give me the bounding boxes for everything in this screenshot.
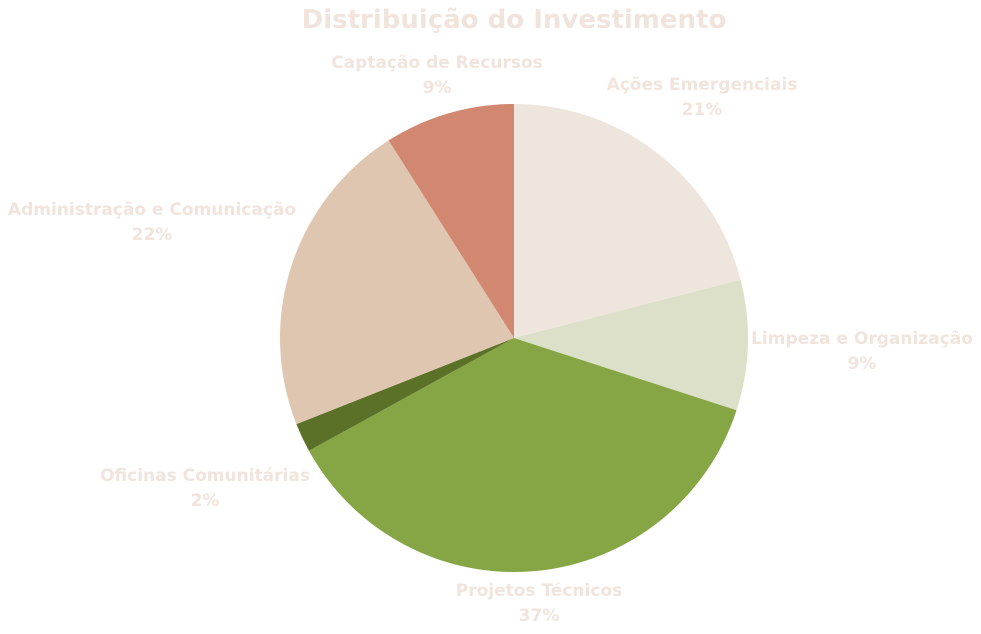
slice-label-administracao-e-comunicacao: Administração e Comunicação (8, 200, 296, 220)
slice-percent-administracao-e-comunicacao: 22% (132, 225, 173, 245)
slice-label-oficinas-comunitarias: Oficinas Comunitárias (100, 466, 310, 486)
pie-labels: Ações Emergenciais 21% Limpeza e Organizaç… (8, 53, 973, 626)
slice-percent-captacao-de-recursos: 9% (423, 78, 452, 98)
slice-percent-oficinas-comunitarias: 2% (191, 491, 220, 511)
slice-percent-projetos-tecnicos: 37% (519, 606, 560, 626)
pie-slice-oficinas-comunitarias (296, 338, 514, 451)
pie-slice-captacao-de-recursos (388, 104, 514, 338)
slice-label-projetos-tecnicos: Projetos Técnicos (456, 581, 622, 601)
slice-label-limpeza-e-organizacao: Limpeza e Organização (751, 329, 973, 349)
pie-slice-limpeza-e-organizacao (514, 279, 748, 411)
slice-label-captacao-de-recursos: Captação de Recursos (331, 53, 543, 73)
pie-slice-acoes-emergenciais (514, 104, 741, 338)
pie-slice-administracao-e-comunicacao (280, 140, 514, 425)
pie-slices (280, 104, 748, 572)
slice-percent-limpeza-e-organizacao: 9% (848, 354, 877, 374)
pie-slice-projetos-tecnicos (308, 338, 737, 572)
chart-title: Distribuição do Investimento (302, 5, 727, 35)
slice-percent-acoes-emergenciais: 21% (682, 100, 723, 120)
slice-label-acoes-emergenciais: Ações Emergenciais (607, 75, 798, 95)
